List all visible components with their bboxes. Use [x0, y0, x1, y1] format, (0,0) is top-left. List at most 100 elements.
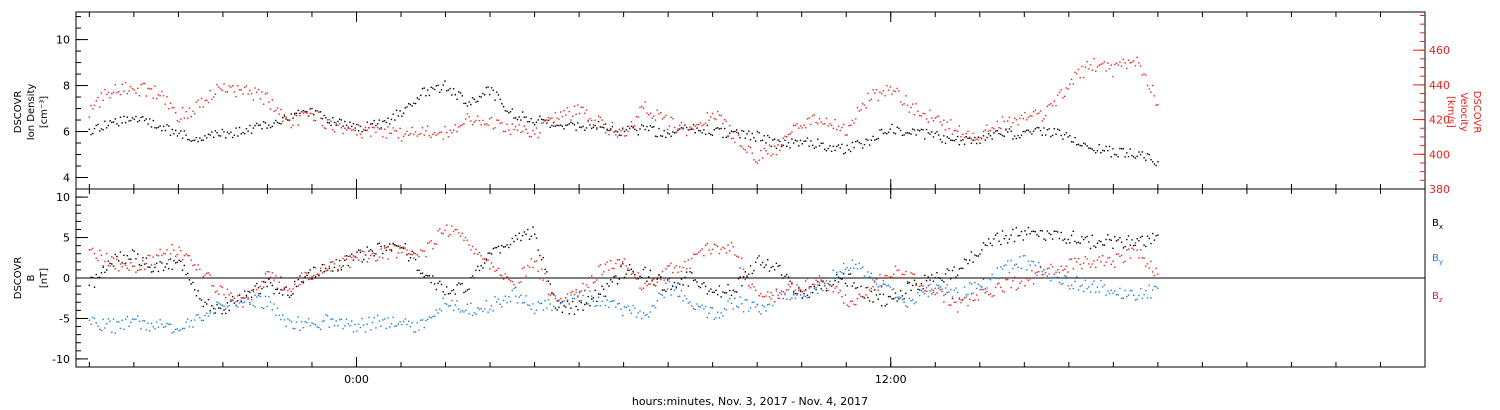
data-point	[445, 90, 448, 92]
data-point	[299, 275, 301, 277]
data-point	[680, 289, 683, 292]
data-point	[1084, 279, 1087, 282]
data-point	[111, 92, 113, 95]
data-point	[121, 262, 123, 264]
data-point	[321, 125, 324, 127]
data-point	[931, 293, 933, 295]
data-point	[720, 114, 722, 117]
data-point	[294, 327, 296, 330]
data-point	[200, 299, 203, 301]
data-point	[276, 307, 279, 309]
data-point	[665, 282, 667, 285]
data-point	[373, 316, 375, 319]
data-point	[810, 140, 812, 142]
data-point	[307, 271, 310, 274]
data-point	[989, 292, 992, 295]
data-point	[231, 85, 234, 87]
data-point	[539, 132, 541, 134]
data-point	[395, 109, 398, 112]
data-point	[269, 108, 272, 110]
data-point	[337, 124, 339, 126]
data-point	[361, 250, 363, 252]
data-point	[1155, 235, 1157, 237]
data-point	[174, 111, 177, 114]
data-point	[975, 255, 978, 257]
data-point	[276, 121, 279, 124]
data-point	[982, 130, 985, 133]
data-point	[1069, 258, 1071, 261]
data-point	[207, 298, 210, 301]
data-point	[304, 321, 306, 323]
data-point	[1043, 269, 1045, 271]
data-point	[760, 149, 762, 152]
x-tick-label: 12:00	[875, 373, 907, 386]
data-point	[684, 124, 686, 126]
data-point	[494, 247, 496, 249]
data-point	[805, 140, 807, 142]
data-point	[1058, 271, 1061, 274]
data-point	[839, 270, 841, 273]
data-point	[720, 248, 722, 251]
data-point	[297, 124, 299, 126]
data-point	[1020, 230, 1023, 233]
data-point	[1088, 286, 1090, 288]
data-point	[171, 107, 173, 109]
data-point	[553, 293, 555, 295]
data-point	[786, 273, 788, 276]
data-point	[732, 246, 734, 248]
data-point	[109, 265, 111, 267]
data-point	[1069, 83, 1071, 85]
data-point	[1096, 242, 1099, 244]
data-point	[1122, 261, 1125, 264]
data-point	[283, 114, 286, 116]
data-point	[794, 124, 797, 127]
data-point	[226, 305, 229, 308]
data-point	[1088, 263, 1090, 265]
data-point	[668, 125, 671, 127]
data-point	[278, 122, 280, 125]
data-point	[281, 294, 284, 296]
data-point	[206, 99, 208, 101]
data-point	[965, 294, 967, 296]
data-point	[815, 279, 817, 282]
data-point	[1086, 258, 1088, 260]
data-point	[967, 137, 969, 139]
data-point	[366, 129, 368, 132]
data-point	[490, 253, 493, 255]
data-point	[1032, 261, 1035, 263]
data-point	[578, 300, 581, 302]
data-point	[846, 304, 848, 306]
data-point	[1001, 290, 1004, 292]
data-point	[787, 142, 790, 144]
data-point	[383, 128, 386, 130]
data-point	[1131, 239, 1133, 241]
data-point	[454, 228, 457, 231]
data-point	[202, 275, 204, 278]
data-point	[872, 89, 874, 91]
data-point	[304, 110, 306, 113]
data-point	[870, 290, 873, 293]
data-point	[563, 304, 565, 307]
data-point	[625, 273, 627, 275]
data-point	[1114, 63, 1116, 66]
data-point	[480, 307, 482, 310]
data-point	[534, 312, 536, 315]
data-point	[824, 282, 826, 284]
data-point	[515, 295, 517, 297]
data-point	[180, 118, 182, 120]
right-tick-label: 380	[1429, 183, 1450, 196]
data-point	[932, 289, 935, 291]
data-point	[93, 286, 96, 288]
data-point	[485, 259, 488, 262]
data-point	[542, 309, 545, 311]
data-point	[767, 134, 769, 137]
data-point	[1151, 232, 1154, 235]
data-point	[649, 283, 652, 285]
data-point	[1127, 248, 1130, 250]
data-point	[107, 318, 110, 320]
data-point	[660, 293, 662, 296]
data-point	[178, 246, 180, 248]
data-point	[264, 93, 267, 95]
data-point	[915, 103, 917, 105]
data-point	[993, 294, 995, 297]
